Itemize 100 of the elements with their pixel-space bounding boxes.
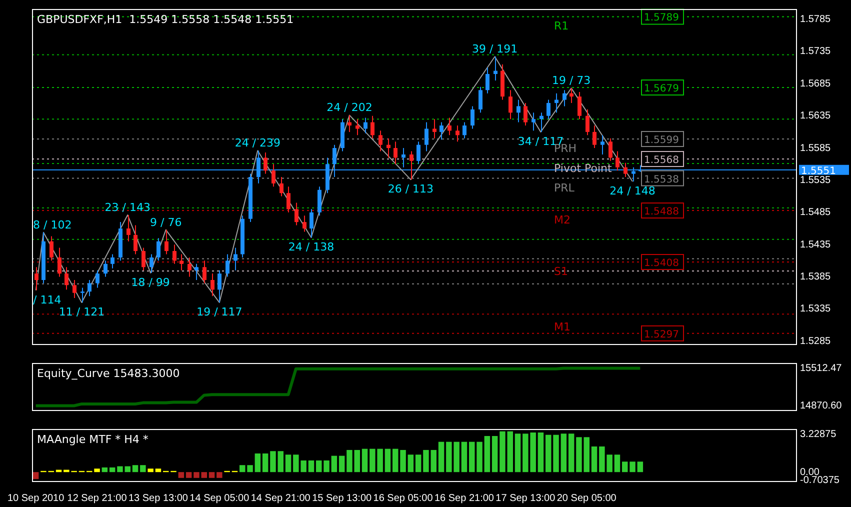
candlestick <box>286 186 290 213</box>
candlestick <box>378 130 382 152</box>
x-tick-label: 20 Sep 05:00 <box>556 492 617 504</box>
candlestick <box>172 244 176 264</box>
bar <box>354 450 360 472</box>
candlestick <box>264 152 268 174</box>
bar <box>614 454 620 472</box>
x-tick-label: 12 Sep 21:00 <box>67 492 128 504</box>
bar <box>94 468 100 472</box>
candlestick <box>364 117 368 134</box>
bar <box>469 442 475 472</box>
bar <box>438 442 444 472</box>
candlestick <box>448 117 452 136</box>
annotation: 39 / 191 <box>472 42 518 56</box>
x-tick-label: 14 Sep 05:00 <box>190 492 250 504</box>
x-tick-label: 17 Sep 13:00 <box>496 492 556 504</box>
x-tick-label: 16 Sep 21:00 <box>434 492 494 504</box>
candlestick <box>294 202 298 226</box>
candlestick <box>462 122 466 139</box>
candlestick <box>386 138 390 158</box>
candlestick <box>218 270 222 304</box>
candlestick <box>600 134 604 155</box>
ref-line-label: 1.5551 <box>801 166 836 177</box>
bar <box>637 462 644 472</box>
ref-line-label: 1.5297 <box>644 329 679 340</box>
annotation: 9 / 76 <box>150 216 182 229</box>
candlestick <box>64 266 68 290</box>
bar <box>117 466 123 472</box>
bar <box>32 472 39 480</box>
candlestick <box>156 238 160 262</box>
annotation: 26 / 113 <box>388 182 434 196</box>
ref-line-label: 1.5789 <box>644 12 679 24</box>
bar <box>240 465 246 472</box>
y-tick-label: 3.22875 <box>800 429 837 440</box>
bar <box>132 465 138 472</box>
annotation: 18 / 99 <box>131 276 170 289</box>
ref-line-label: 1.5599 <box>644 135 679 146</box>
candlestick <box>394 141 398 165</box>
bar <box>492 436 498 472</box>
candlestick <box>592 125 596 149</box>
annotation: M2 <box>554 213 570 226</box>
candlestick <box>110 254 114 269</box>
bar <box>576 437 582 472</box>
bar <box>186 472 192 478</box>
candlestick <box>318 186 322 216</box>
candlestick <box>164 229 168 255</box>
annotation: 23 / 143 <box>104 200 150 214</box>
candlestick <box>470 106 474 130</box>
bar <box>476 442 482 472</box>
bar <box>415 454 422 472</box>
candlestick <box>540 112 544 132</box>
ref-line-label: 1.5679 <box>644 84 679 95</box>
candlestick <box>424 122 428 152</box>
bar <box>538 432 544 472</box>
bar <box>148 468 154 472</box>
annotation: / 114 <box>33 293 62 306</box>
candlestick <box>516 99 520 123</box>
candlestick <box>150 254 154 274</box>
candlestick <box>356 118 360 136</box>
candlestick <box>624 162 628 178</box>
candlestick <box>272 164 276 188</box>
y-tick-label: 1.5735 <box>800 46 832 58</box>
x-tick-label: 15 Sep 13:00 <box>312 492 372 504</box>
candlestick <box>96 270 100 288</box>
y-tick-label: 1.5485 <box>800 207 832 218</box>
candlestick <box>226 254 230 278</box>
x-tick-label: 13 Sep 13:00 <box>128 492 188 504</box>
candlestick <box>188 256 192 278</box>
bar <box>324 460 330 472</box>
ref-line-label: 1.5538 <box>644 174 679 186</box>
candlestick <box>494 56 498 81</box>
bar <box>461 442 468 472</box>
bar <box>208 472 215 478</box>
candlestick <box>194 263 198 280</box>
candlestick <box>546 99 550 120</box>
ref-line-label: 1.5408 <box>644 258 679 269</box>
bar <box>194 472 200 478</box>
candlestick <box>234 247 238 271</box>
bar <box>408 454 414 472</box>
bar <box>568 434 574 472</box>
candlestick <box>532 112 536 132</box>
candlestick <box>478 86 482 114</box>
candlestick <box>302 215 306 232</box>
bar <box>384 448 391 472</box>
bar <box>400 450 406 472</box>
bar <box>584 437 590 472</box>
bar <box>430 450 436 472</box>
candlestick <box>370 115 374 139</box>
annotation: 19 / 117 <box>196 306 242 319</box>
bar <box>140 465 146 472</box>
y-tick-label: 1.5285 <box>800 336 832 347</box>
bar <box>362 448 368 472</box>
bar <box>630 462 636 472</box>
candlestick <box>616 150 620 172</box>
annotation: 24 / 148 <box>610 184 656 198</box>
annotation: M1 <box>554 320 570 334</box>
annotation: 11 / 121 <box>58 306 105 319</box>
ref-line-label: 1.5488 <box>644 206 679 218</box>
annotation: 24 / 138 <box>288 240 334 254</box>
bar <box>331 456 338 472</box>
